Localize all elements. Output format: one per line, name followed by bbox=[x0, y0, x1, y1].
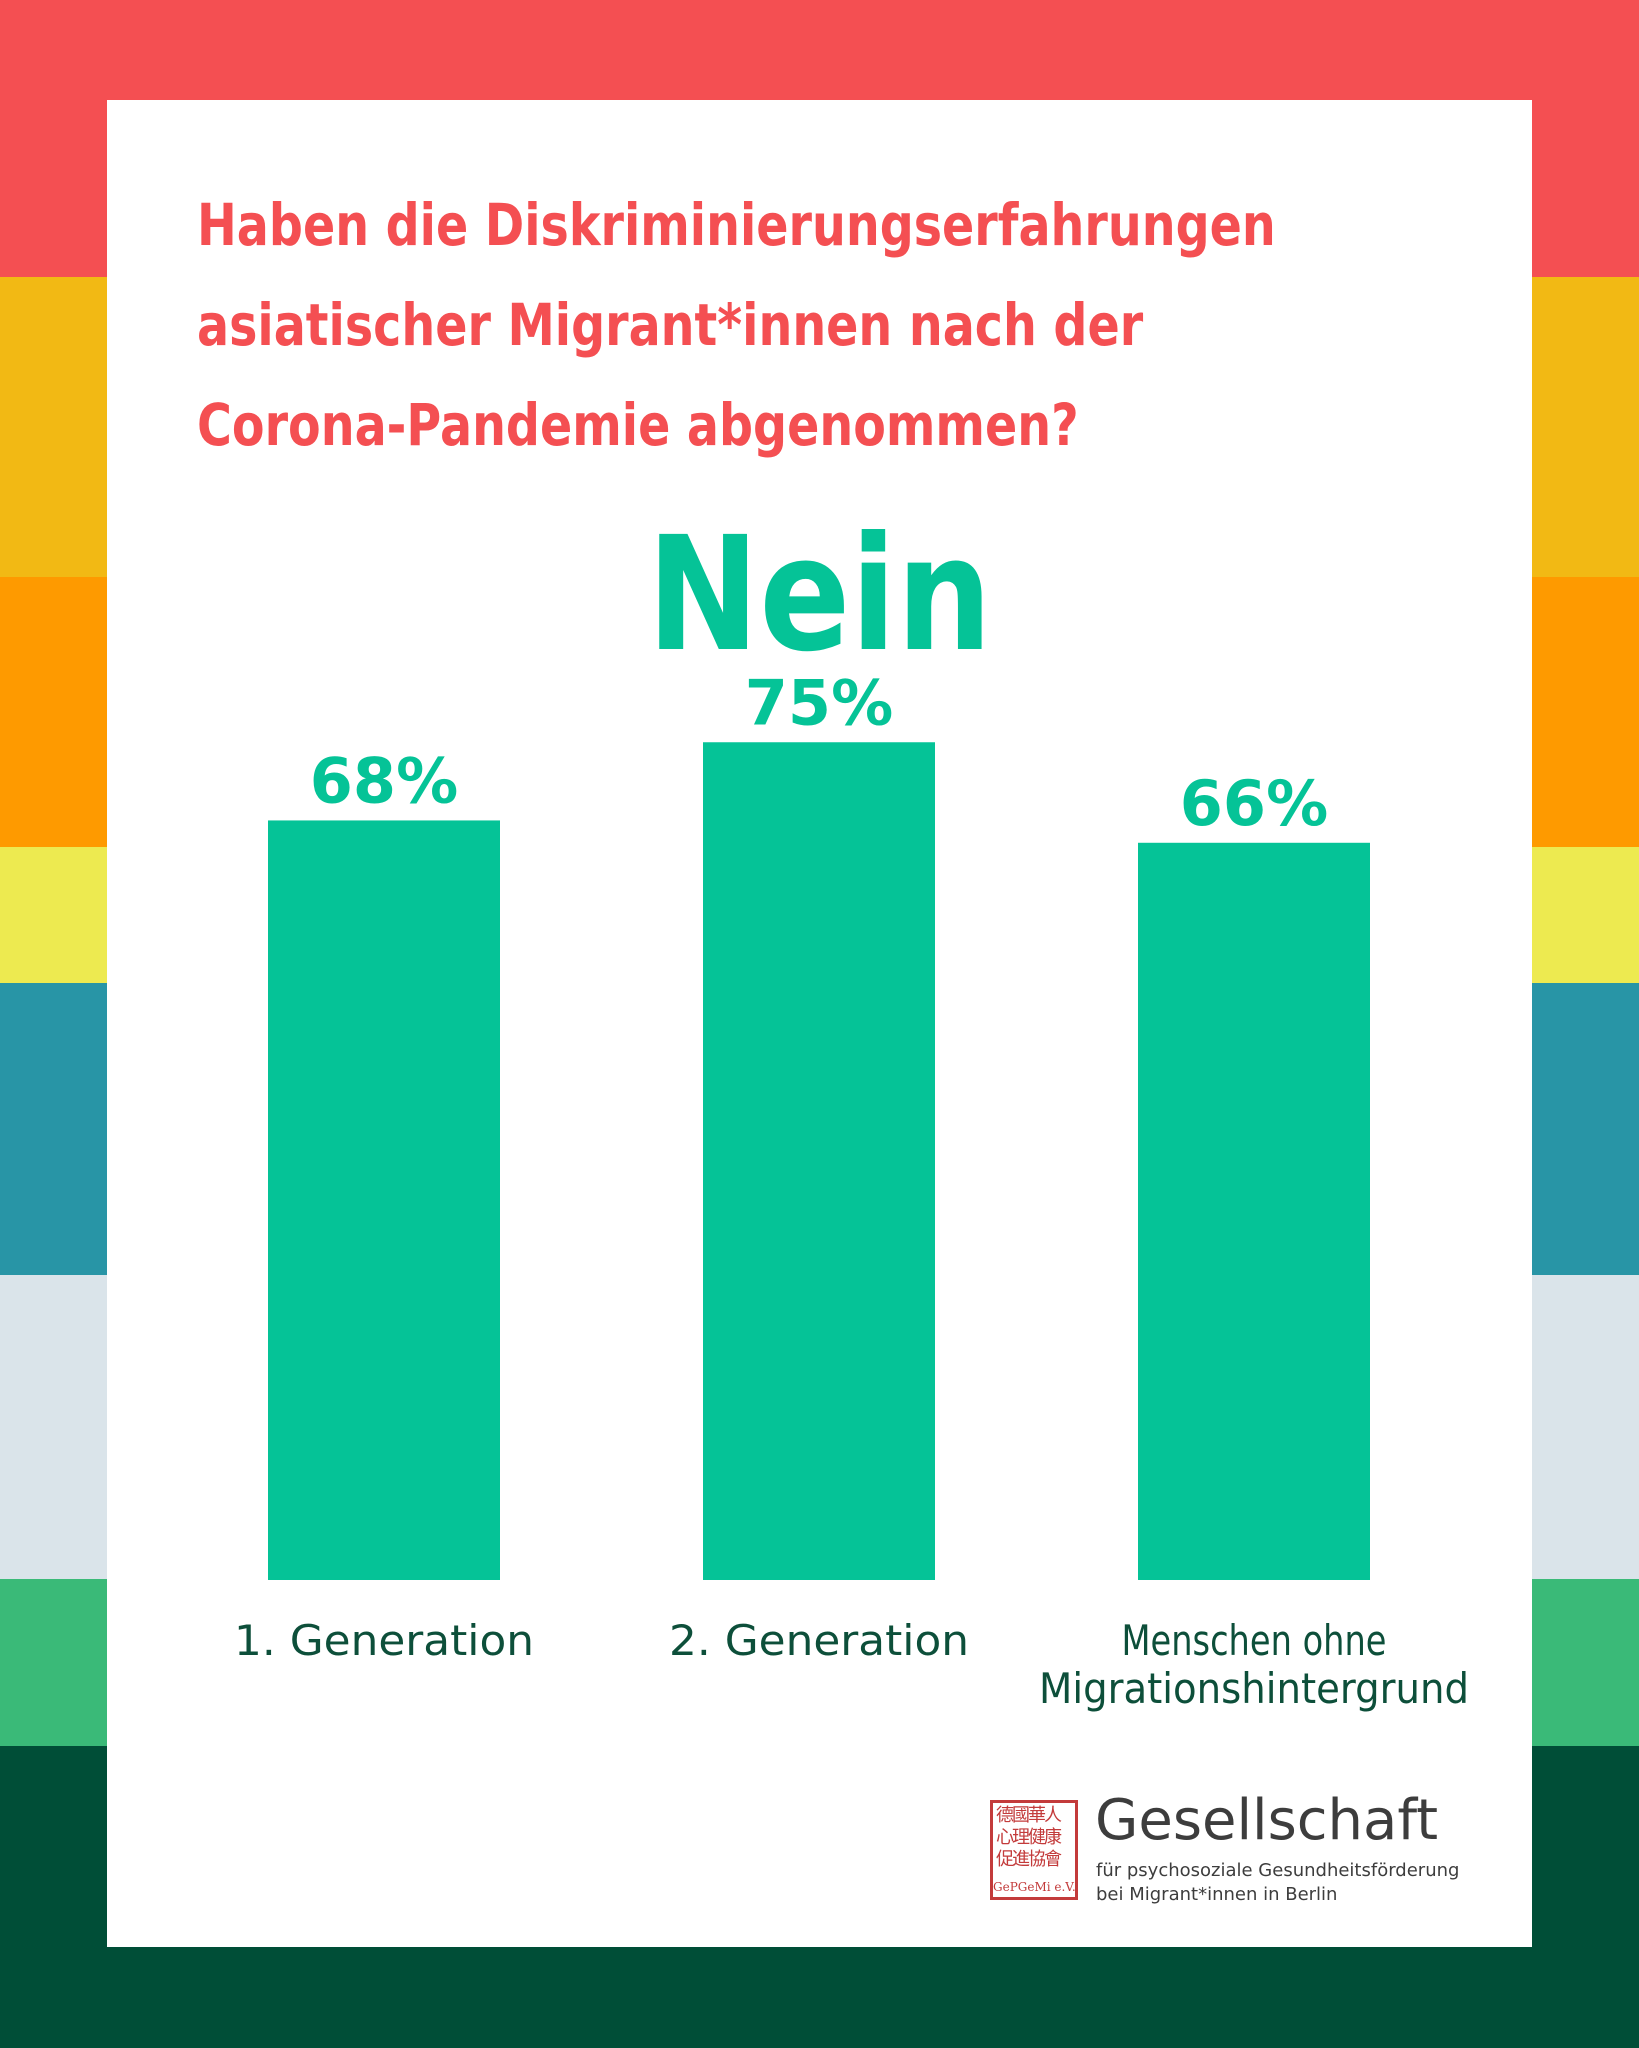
bar bbox=[703, 742, 935, 1580]
seal-glyphs: 德國華人心理健康促進協會 bbox=[996, 1805, 1062, 1870]
organization-logo: 德國華人心理健康促進協會 GePGeMi e.V. Gesellschaft f… bbox=[990, 1788, 1490, 1910]
organization-subtitle-line: für psychosoziale Gesundheitsförderung bbox=[1096, 1860, 1460, 1881]
organization-subtitle-line: bei Migrant*innen in Berlin bbox=[1096, 1884, 1338, 1905]
category-label: 2. Generation bbox=[669, 1616, 969, 1665]
seal-stamp-icon: 德國華人心理健康促進協會 GePGeMi e.V. bbox=[990, 1800, 1078, 1900]
organization-name: Gesellschaft bbox=[1095, 1788, 1439, 1853]
bar-value-label: 68% bbox=[310, 744, 458, 817]
bar-value-label: 75% bbox=[745, 666, 893, 739]
bar-value-label: 66% bbox=[1180, 767, 1328, 840]
title-line: Corona-Pandemie abgenommen? bbox=[197, 391, 1079, 459]
category-label: Migrationshintergrund bbox=[1039, 1664, 1469, 1713]
category-label: 1. Generation bbox=[234, 1616, 534, 1665]
bar bbox=[1138, 842, 1370, 1580]
title-line: Haben die Diskriminierungserfahrungen bbox=[197, 191, 1276, 259]
category-label: Menschen ohne bbox=[1122, 1616, 1387, 1665]
seal-text: GePGeMi e.V. bbox=[993, 1880, 1076, 1894]
answer-heading: Nein bbox=[646, 503, 993, 687]
title-line: asiatischer Migrant*innen nach der bbox=[197, 291, 1144, 359]
chart-title: Haben die Diskriminierungserfahrungen as… bbox=[197, 175, 1276, 475]
bar bbox=[268, 820, 500, 1580]
